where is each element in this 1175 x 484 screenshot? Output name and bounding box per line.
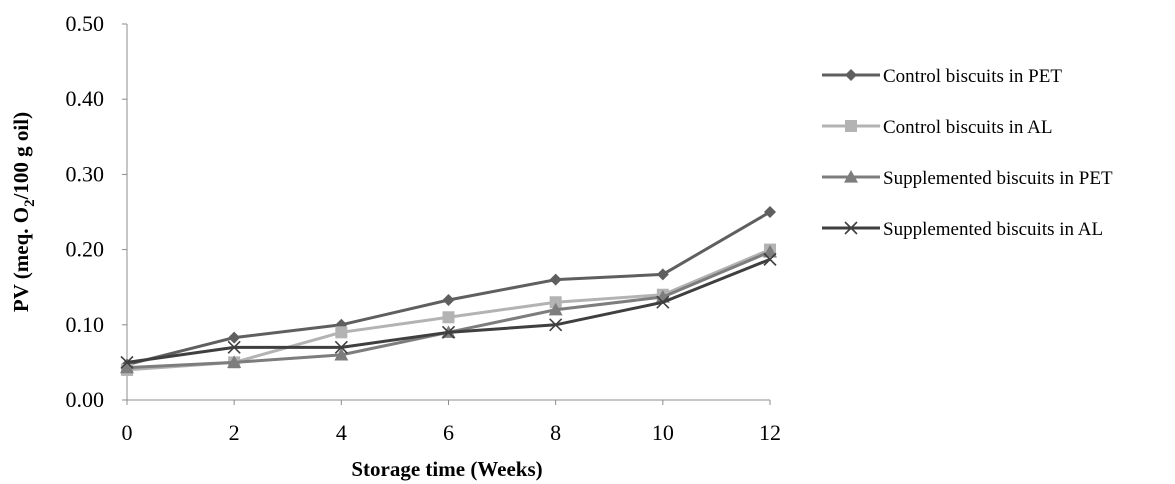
legend-label: Supplemented biscuits in AL: [883, 219, 1103, 240]
series-3-point: [227, 355, 242, 368]
series-1-point: [764, 206, 776, 218]
series-1-point: [549, 273, 562, 286]
series-2-point: [549, 296, 562, 309]
legend-entry: Control biscuits in PET: [822, 66, 1062, 87]
x-tick-label: 8: [550, 420, 561, 445]
y-tick-label: 0.00: [66, 387, 105, 412]
x-tick-label: 10: [652, 420, 674, 445]
y-tick-label: 0.30: [66, 161, 105, 186]
series-3-point: [548, 302, 563, 316]
series-4-point: [334, 340, 348, 354]
x-tick-label: 12: [759, 420, 781, 445]
series-4-point: [763, 252, 777, 266]
legend-entry: Supplemented biscuits in AL: [822, 219, 1103, 240]
series-2-point: [335, 326, 348, 339]
x-axis: 0 2 4 6 8 10 12: [122, 399, 781, 445]
x-tick-label: 2: [229, 420, 240, 445]
legend-marker: [844, 170, 858, 183]
x-tick-label: 6: [443, 420, 454, 445]
legend-entry: Control biscuits in AL: [822, 117, 1052, 138]
legend-marker: [845, 69, 857, 81]
legend-entry: Supplemented biscuits in PET: [822, 168, 1113, 189]
series-4: [120, 252, 777, 369]
series-1-point: [656, 268, 669, 281]
y-axis-title-tail: /100 g oil): [9, 112, 33, 201]
y-tick-label: 0.40: [66, 86, 105, 111]
y-tick-label: 0.20: [66, 237, 105, 262]
y-axis-title: PV (meq. O2/100 g oil): [9, 112, 38, 312]
series-4-point: [120, 355, 134, 369]
y-tick-label: 0.50: [66, 11, 105, 36]
series-3-point: [120, 360, 134, 374]
legend-label: Control biscuits in AL: [883, 117, 1052, 138]
legend-label: Supplemented biscuits in PET: [883, 168, 1113, 189]
series-4-line: [126, 257, 771, 364]
series-1-line: [126, 210, 771, 367]
series-4-point: [656, 295, 670, 309]
series-4-point: [441, 325, 456, 339]
y-axis-title-main: PV (meq. O: [9, 207, 33, 312]
series-1-point: [442, 293, 455, 306]
x-tick-label: 0: [122, 420, 133, 445]
y-tick-label: 0.10: [66, 312, 105, 337]
legend-marker: [844, 221, 858, 235]
legend-marker: [845, 120, 857, 132]
series-lines: [120, 206, 777, 376]
y-axis-title-subscript: 2: [22, 199, 38, 207]
legend: Control biscuits in PET Control biscuits …: [822, 66, 1113, 240]
x-axis-title: Storage time (Weeks): [351, 457, 542, 481]
x-tick-label: 4: [336, 420, 347, 445]
series-2: [121, 243, 776, 376]
series-4-point: [227, 340, 241, 354]
series-3-point: [763, 244, 777, 258]
legend-label: Control biscuits in PET: [883, 66, 1062, 87]
y-axis: 0.00 0.10 0.20 0.30 0.40 0.50: [66, 11, 128, 412]
series-2-point: [442, 311, 455, 324]
series-1-point: [228, 331, 241, 344]
series-3-point: [334, 347, 349, 361]
series-4-point: [549, 318, 563, 332]
